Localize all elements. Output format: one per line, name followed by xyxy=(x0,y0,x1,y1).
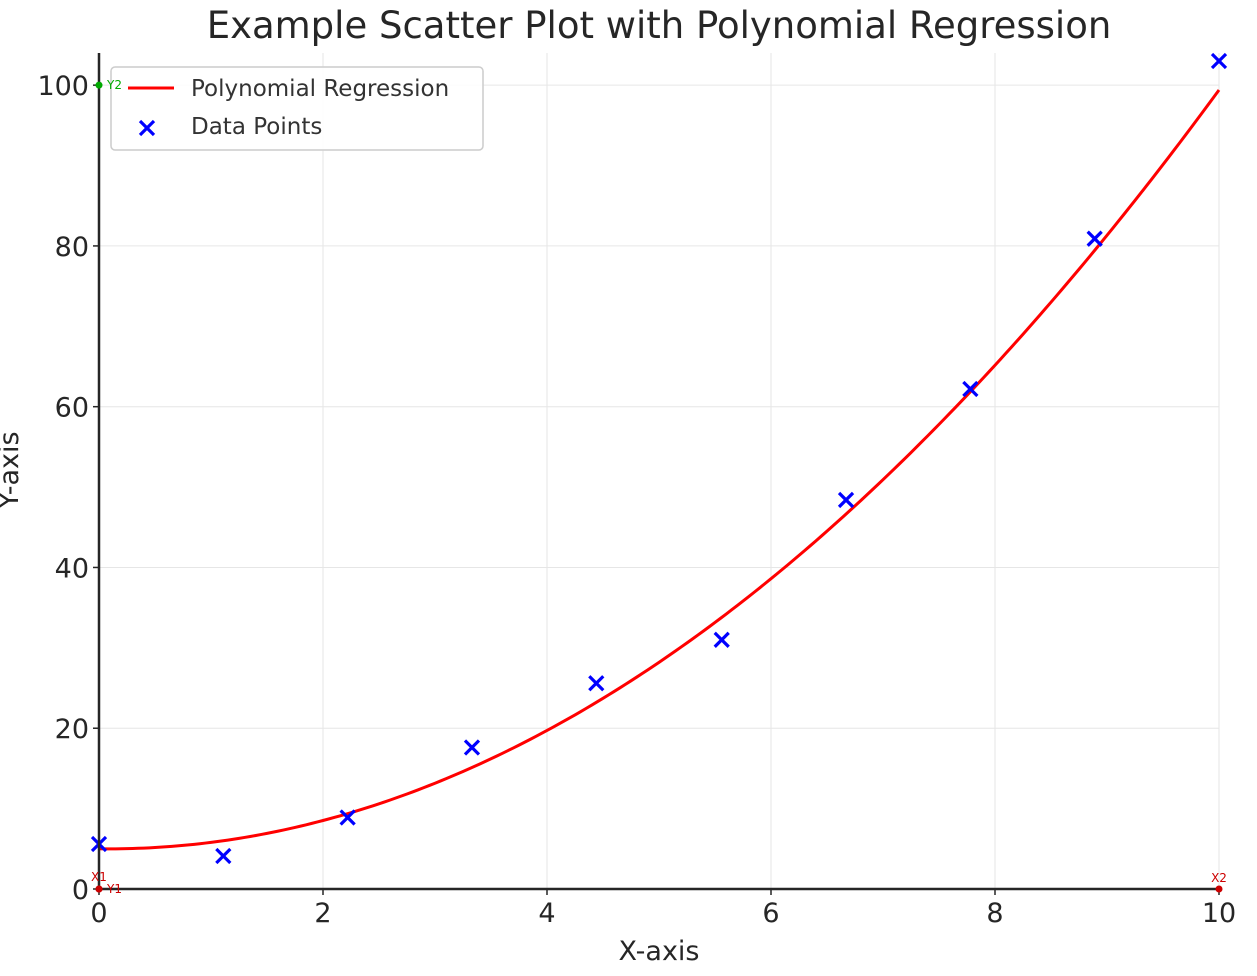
legend-box xyxy=(110,66,484,151)
x-tick-label: 4 xyxy=(538,898,555,929)
reference-marker-dot xyxy=(95,885,103,893)
data-point xyxy=(713,631,730,648)
data-point xyxy=(588,675,605,692)
data-point-stroke xyxy=(1210,52,1228,70)
y-tick-label: 80 xyxy=(55,232,89,263)
x-tick-label: 10 xyxy=(1202,898,1236,929)
reference-marker-label: Y1 xyxy=(106,882,122,896)
data-point xyxy=(1086,230,1103,247)
x-tick-label: 6 xyxy=(762,898,779,929)
x-tick-label: 8 xyxy=(986,898,1003,929)
y-tick-label: 60 xyxy=(55,393,89,424)
data-point-stroke xyxy=(713,631,730,648)
data-point xyxy=(1210,52,1228,70)
axes xyxy=(93,53,1220,895)
grid xyxy=(99,53,1220,889)
data-point-stroke xyxy=(837,491,855,509)
y-tick-label: 20 xyxy=(55,714,89,745)
data-point-stroke xyxy=(215,847,232,865)
regression-curve-layer xyxy=(98,89,1221,851)
y-tick-label: 40 xyxy=(55,553,89,584)
regression-curve xyxy=(98,89,1221,851)
data-point xyxy=(463,739,481,756)
x-tick-label: 2 xyxy=(314,898,331,929)
y-tick-label: 100 xyxy=(37,71,89,102)
reference-marker-label: X1 xyxy=(91,870,107,884)
data-point xyxy=(837,491,855,509)
reference-marker-dot xyxy=(95,81,103,89)
data-point-stroke xyxy=(1086,230,1103,247)
y-tick-label: 0 xyxy=(72,875,89,906)
legend: Polynomial Regression Data Points xyxy=(110,66,484,151)
legend-label: Polynomial Regression xyxy=(191,76,449,102)
legend-marker-swatch xyxy=(138,119,156,137)
data-point-stroke xyxy=(962,380,979,398)
reference-marker-label: Y2 xyxy=(106,78,122,92)
reference-marker-dot xyxy=(1215,885,1223,893)
data-point xyxy=(962,380,979,398)
data-point-stroke xyxy=(588,675,605,692)
data-point-stroke xyxy=(339,809,356,826)
x-tick-label: 0 xyxy=(90,898,107,929)
data-point xyxy=(339,809,356,826)
legend-label: Data Points xyxy=(191,114,322,140)
x-axis-label: X-axis xyxy=(619,936,700,967)
y-axis-label: Y-axis xyxy=(0,431,25,509)
reference-marker-label: X2 xyxy=(1211,871,1227,885)
chart-title: Example Scatter Plot with Polynomial Reg… xyxy=(207,4,1112,47)
data-point xyxy=(215,847,232,865)
data-points-layer xyxy=(90,52,1228,865)
data-point-stroke xyxy=(463,739,481,756)
